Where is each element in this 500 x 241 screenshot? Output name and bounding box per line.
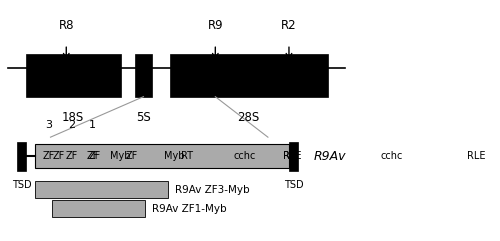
Text: 5S: 5S — [136, 111, 151, 124]
Text: cchc: cchc — [234, 151, 256, 161]
Text: RT: RT — [182, 151, 194, 161]
FancyBboxPatch shape — [34, 144, 289, 168]
Text: Myb: Myb — [164, 151, 184, 161]
FancyBboxPatch shape — [134, 54, 152, 97]
Text: R8: R8 — [58, 19, 74, 32]
Text: ZF: ZF — [86, 151, 99, 161]
Text: Myb: Myb — [110, 151, 131, 161]
Text: 1: 1 — [89, 120, 96, 130]
Text: TSD: TSD — [12, 180, 32, 190]
Text: RLE: RLE — [467, 151, 485, 161]
Text: 2: 2 — [68, 120, 75, 130]
FancyBboxPatch shape — [52, 200, 145, 217]
Text: cchc: cchc — [380, 151, 403, 161]
Text: 18S: 18S — [62, 111, 84, 124]
Text: ZF: ZF — [66, 151, 78, 161]
FancyBboxPatch shape — [34, 181, 168, 198]
Text: ZF: ZF — [89, 151, 102, 161]
Text: 3: 3 — [45, 120, 52, 130]
Text: 28S: 28S — [238, 111, 260, 124]
Text: R9Av ZF3-Myb: R9Av ZF3-Myb — [175, 185, 250, 194]
Text: R9Av ZF1-Myb: R9Av ZF1-Myb — [152, 204, 227, 214]
FancyBboxPatch shape — [170, 54, 328, 97]
Text: R9: R9 — [208, 19, 223, 32]
Text: ZF: ZF — [53, 151, 65, 161]
Bar — [289, 142, 298, 171]
Text: RT: RT — [283, 151, 295, 161]
Text: RLE: RLE — [283, 151, 302, 161]
Text: TSD: TSD — [284, 180, 303, 190]
Text: ZF: ZF — [42, 151, 55, 161]
Text: ZF: ZF — [126, 151, 138, 161]
Text: R2: R2 — [281, 19, 297, 32]
Text: R9Av: R9Av — [314, 150, 346, 163]
FancyBboxPatch shape — [26, 54, 120, 97]
Bar — [17, 142, 26, 171]
